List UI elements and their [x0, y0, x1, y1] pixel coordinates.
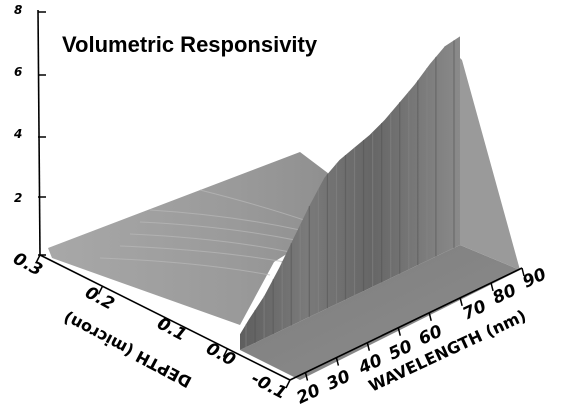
z-tick-labels: 8 6 4 2 [13, 3, 22, 205]
tick-mark [35, 254, 41, 264]
surface-top-sheet [48, 152, 360, 325]
y-tick-label: 0.2 [82, 283, 118, 315]
chart-title: Volumetric Responsivity [62, 32, 318, 57]
tick-mark [459, 297, 463, 307]
tick-mark [490, 282, 494, 292]
tick-mark [428, 312, 432, 321]
tick-mark [285, 379, 291, 389]
tick-mark [97, 285, 104, 295]
surface-body [48, 36, 520, 380]
tick-mark [397, 327, 401, 336]
y-tick-label: 0.1 [154, 314, 190, 346]
tick-mark [335, 357, 340, 366]
y-tick-label: 0.0 [203, 339, 239, 371]
z-tick-label: 6 [14, 65, 22, 79]
z-axis-line [37, 9, 41, 256]
y-tick-label: -0.1 [248, 369, 290, 404]
x-tick-label: 80 [490, 280, 520, 308]
tick-mark [160, 317, 166, 326]
surface-ripples [99, 189, 311, 276]
x-tick-label: 70 [460, 296, 490, 324]
z-tick-label: 8 [14, 3, 22, 17]
tick-mark [521, 267, 525, 277]
wall-stripes [245, 40, 455, 348]
surface-floor [240, 245, 520, 380]
z-tick-label: 4 [13, 127, 22, 141]
surface-right-face [460, 58, 520, 270]
tick-mark [366, 342, 371, 351]
x-axis-line [289, 267, 523, 381]
x-tick-label: 90 [520, 264, 550, 292]
tick-mark [222, 348, 229, 358]
tick-mark [304, 372, 309, 381]
z-tick-label: 2 [14, 191, 22, 205]
tick-marks [35, 11, 525, 389]
x-tick-label: 30 [324, 366, 354, 394]
surface-wall [240, 36, 460, 351]
x-tick-label: 20 [294, 380, 324, 408]
